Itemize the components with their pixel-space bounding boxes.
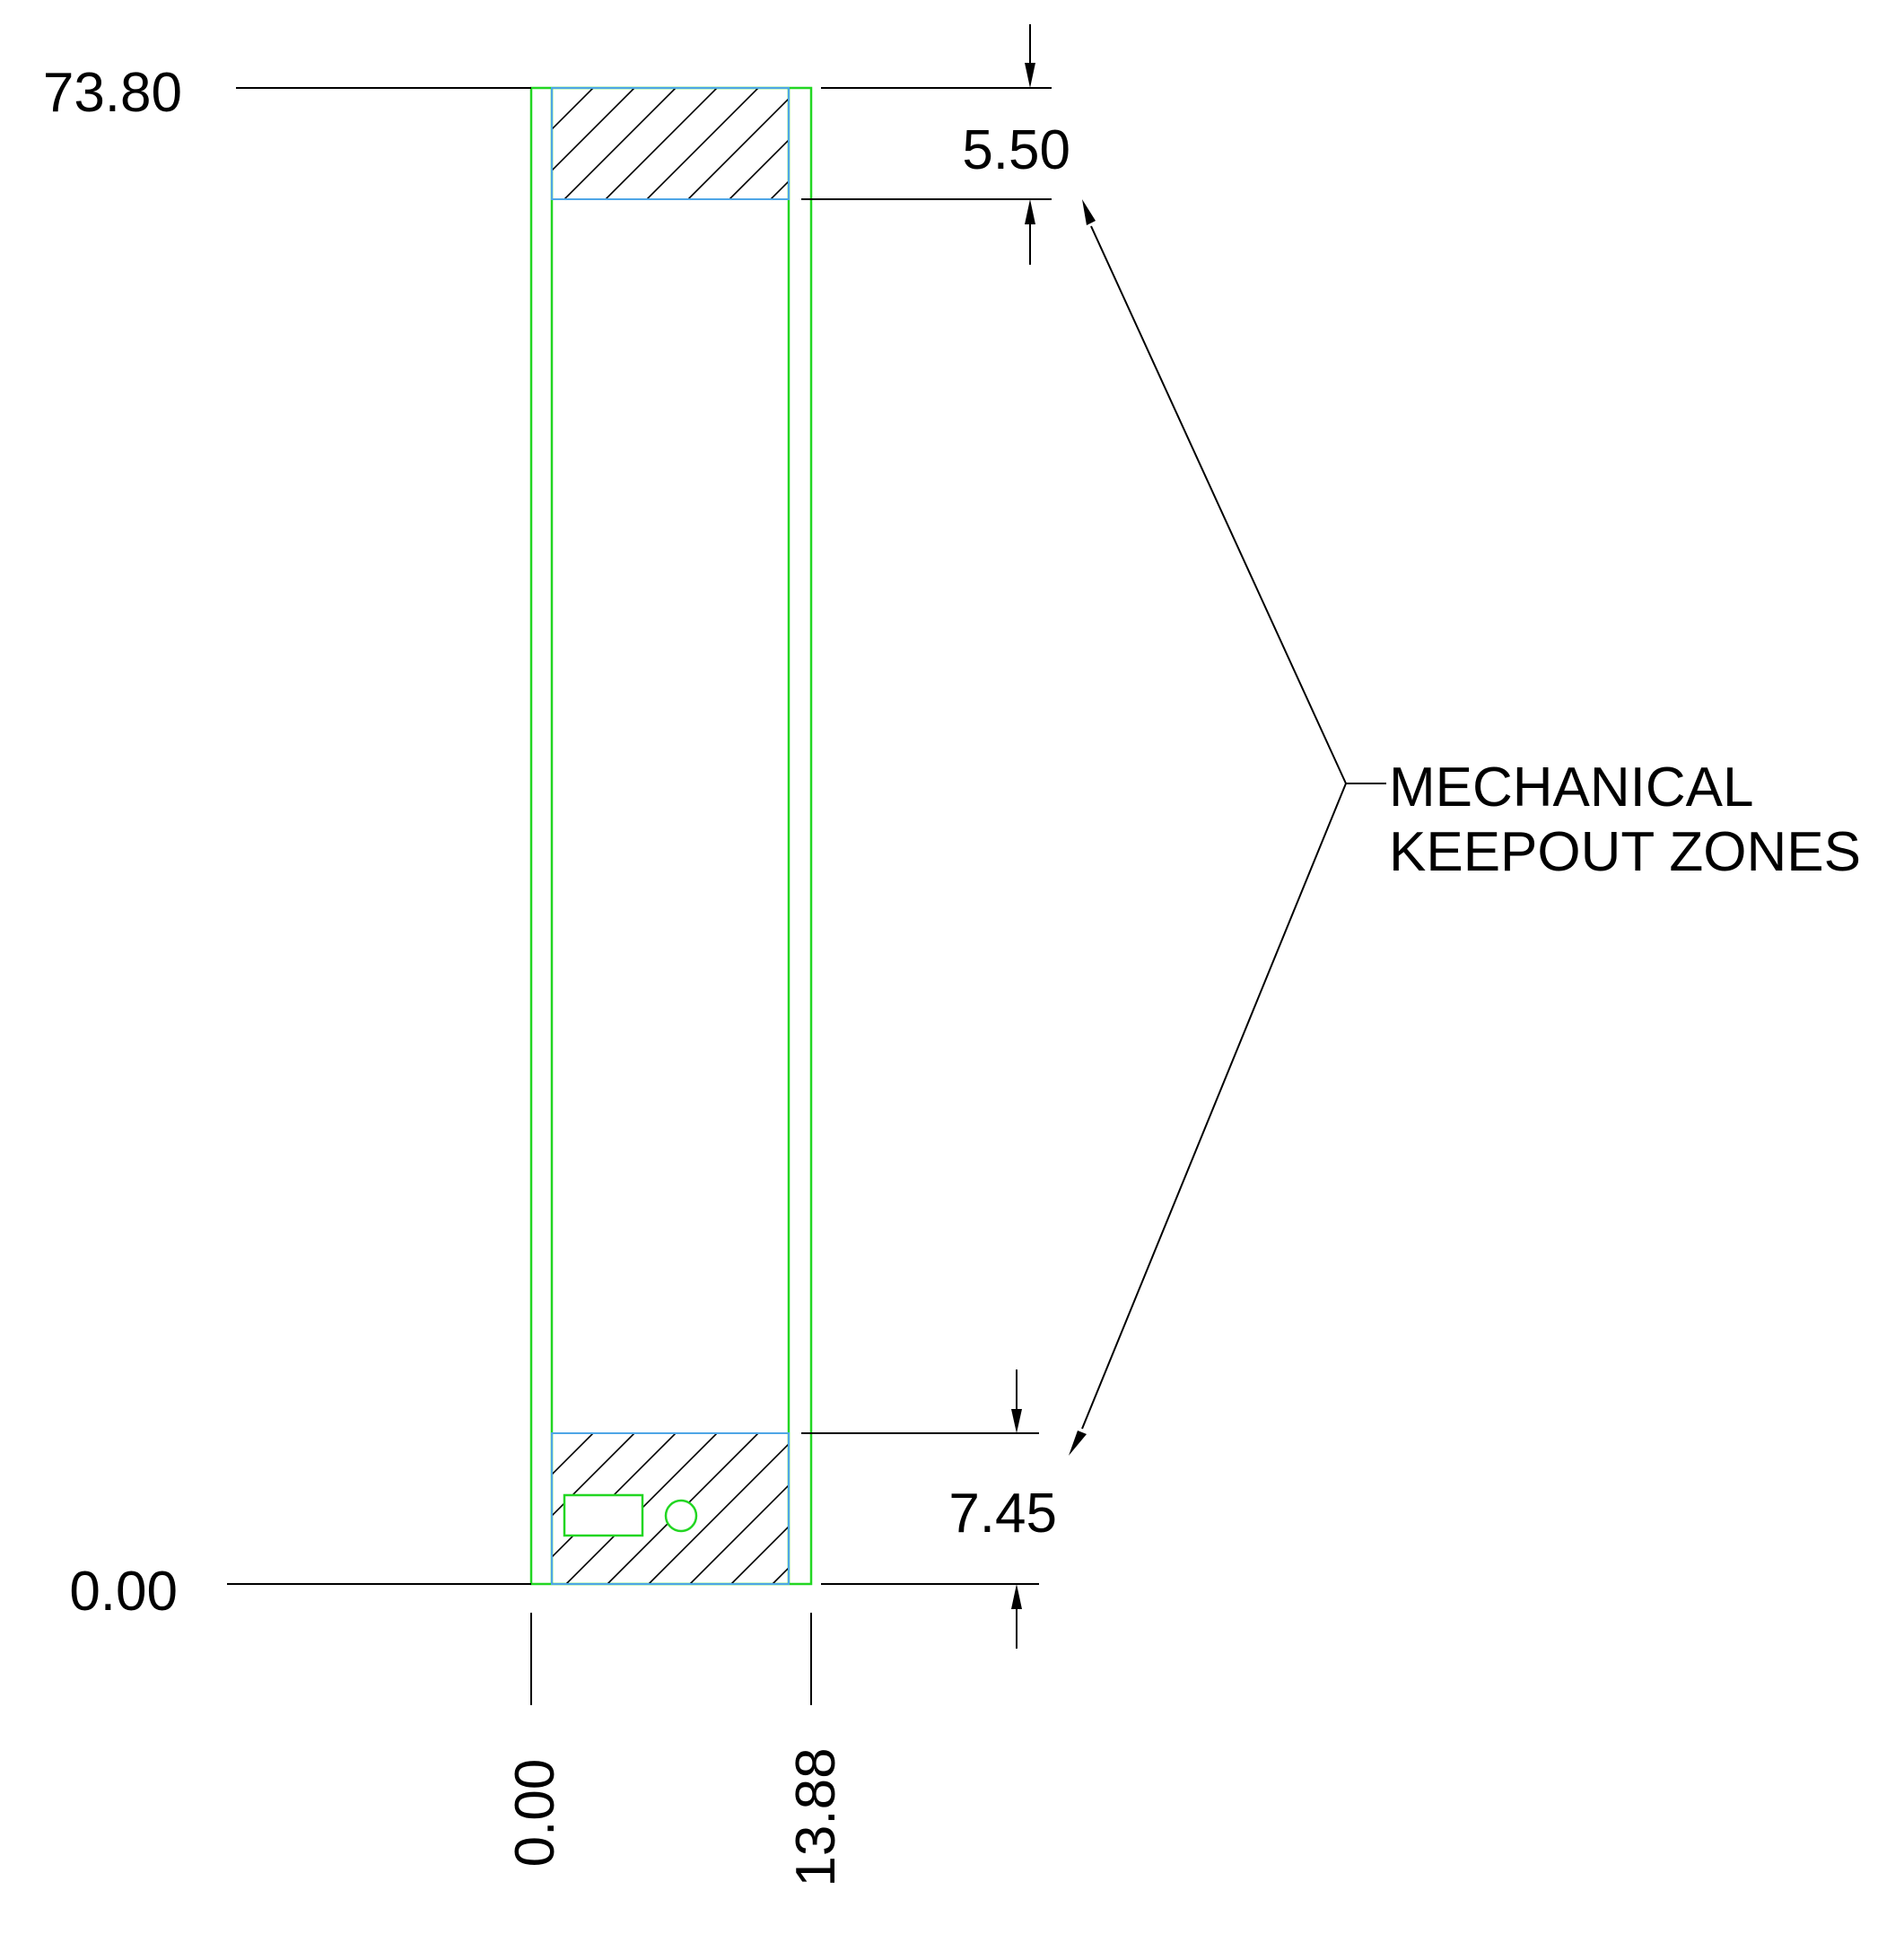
top-zone-hatch-line [687,97,789,199]
top-zone-hatch-line [552,88,553,90]
bottom-dim-arrowhead-down [1011,1409,1022,1433]
top-zone-hatch-line [812,88,923,199]
dim-label-top: 73.80 [43,62,182,124]
bottom-zone-hatch-line [552,1433,553,1435]
top-zone-hatch-line [605,88,718,199]
callout-arrowhead-lower [1069,1431,1087,1456]
top-zone-hatch-line [729,138,789,199]
connector-pad [563,1493,644,1537]
top-zone-hatch-line [552,88,635,172]
top-zone-hatch-line [646,88,759,199]
bottom-zone-hatch-line [689,1483,789,1584]
arrowheads [1011,63,1096,1609]
dim-label-bottom: 0.00 [69,1561,178,1623]
top-zone-border [551,87,790,200]
top-zone-hatch-line [770,179,789,199]
bottom-zone-hatch-line [730,1525,789,1584]
dim-label-bottom-zone: 7.45 [948,1483,1057,1545]
dimension-lines [227,24,1386,1705]
callout-label-line2: KEEPOUT ZONES [1389,821,1861,883]
mounting-hole [664,1499,698,1533]
bottom-keepout-zone [551,1432,965,1585]
top-keepout-zone [551,87,965,200]
board-outline-rect [529,86,813,1586]
top-zone-hatch [552,88,965,199]
bottom-zone-hatch-line [552,1433,594,1476]
callout-leader-lower [1081,783,1347,1430]
top-zone-hatch-line [552,88,594,131]
callout-label-line1: MECHANICAL [1389,757,1754,818]
callout-arrowhead-upper [1082,199,1096,225]
top-zone-hatch-line [853,88,965,199]
bottom-dim-arrowhead-up [1011,1584,1022,1609]
top-dim-arrowhead-down [1025,63,1035,88]
dim-label-left: 0.00 [504,1759,566,1868]
bottom-zone-hatch-line [814,1433,965,1584]
dim-label-top-zone: 5.50 [962,119,1070,181]
top-dim-arrowhead-up [1025,199,1035,224]
bottom-zone-hatch-line [648,1442,789,1584]
dim-label-right: 13.88 [785,1747,847,1886]
callout-leader-upper [1090,225,1347,784]
board-outline [529,86,813,1586]
bottom-zone-border [551,1432,790,1585]
top-zone-hatch-line [563,88,677,199]
bottom-zone-hatch-line [772,1566,789,1584]
bottom-zone-hatch-line [552,1433,635,1518]
